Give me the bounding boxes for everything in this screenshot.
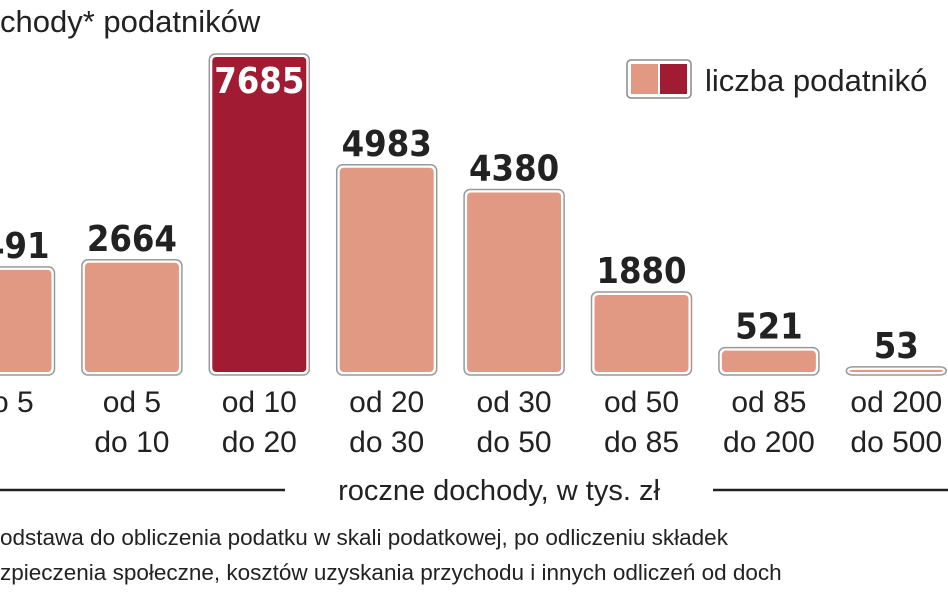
value-label: 4380 (469, 148, 559, 189)
footnote: odstawa do obliczenia podatku w skali po… (0, 525, 729, 550)
x-tick-label: od 85 (731, 386, 806, 419)
value-label: 2491 (0, 226, 50, 267)
x-tick-label: od 50 (604, 386, 679, 419)
x-tick-label: do 85 (604, 426, 679, 459)
x-tick-label: od 200 (850, 386, 942, 419)
bar (594, 294, 689, 372)
x-tick-label: do 200 (723, 426, 815, 459)
chart-title: chody* podatników (0, 4, 261, 39)
bar (84, 262, 179, 372)
legend-label: liczba podatnikó (705, 63, 927, 98)
bar (212, 57, 307, 372)
bar (0, 269, 52, 372)
bar (849, 369, 944, 372)
x-tick-label: od 10 (222, 386, 297, 419)
bar (721, 350, 816, 372)
x-tick-label: od 30 (477, 386, 552, 419)
x-tick-label: do 10 (94, 426, 169, 459)
value-label: 521 (735, 307, 803, 348)
value-label: 7685 (214, 61, 304, 102)
x-tick-label: do 500 (850, 426, 942, 459)
legend-swatch (660, 64, 687, 94)
legend-swatch (631, 64, 658, 94)
value-label: 4983 (342, 124, 432, 165)
value-label: 2664 (87, 219, 177, 260)
x-tick-label: do 50 (477, 426, 552, 459)
x-tick-label: do 30 (349, 426, 424, 459)
x-tick-label: do 5 (0, 386, 34, 419)
x-axis-label: roczne dochody, w tys. zł (338, 475, 660, 507)
footnote: zpieczenia społeczne, kosztów uzyskania … (0, 560, 782, 585)
value-label: 53 (874, 326, 919, 367)
x-tick-label: od 20 (349, 386, 424, 419)
bar (467, 192, 562, 372)
x-tick-label: od 5 (103, 386, 161, 419)
bar (339, 167, 434, 372)
x-tick-label: do 20 (222, 426, 297, 459)
value-label: 1880 (596, 251, 686, 292)
